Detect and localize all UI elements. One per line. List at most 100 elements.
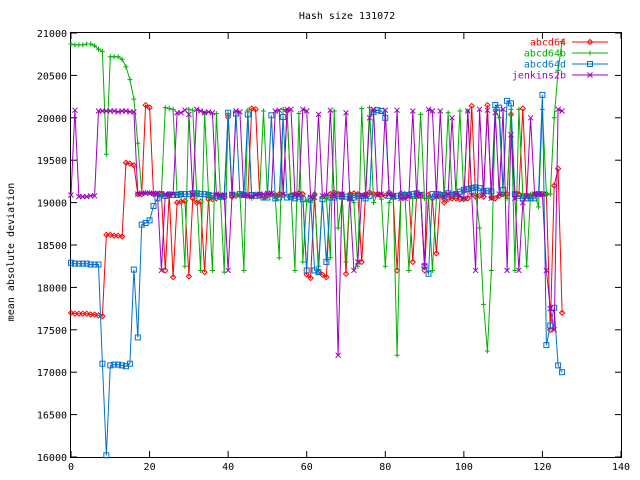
data-point-abcd64b [414, 195, 420, 201]
data-point-jenkins2b [523, 192, 530, 199]
data-point-abcd64 [114, 232, 122, 239]
chart-title: Hash size 131072 [299, 11, 395, 22]
data-point-abcd64d [476, 185, 483, 192]
data-point-jenkins2b [453, 191, 459, 197]
data-point-abcd64d [303, 267, 310, 274]
data-point-abcd64 [342, 270, 350, 278]
data-point-abcd64d [456, 188, 463, 195]
data-point-jenkins2b [91, 192, 98, 199]
data-point-abcd64d [79, 260, 86, 267]
x-tick-label: 80 [379, 462, 391, 473]
data-point-abcd64 [142, 101, 149, 109]
data-point-abcd64d [429, 191, 436, 198]
data-point-jenkins2b [488, 195, 495, 202]
data-point-jenkins2b [551, 326, 558, 333]
data-point-abcd64b [190, 107, 196, 113]
data-point-abcd64d [311, 267, 318, 274]
data-point-jenkins2b [425, 106, 432, 113]
data-point-abcd64d [527, 195, 534, 202]
y-tick-label: 18500 [37, 241, 67, 252]
data-point-jenkins2b [445, 191, 451, 197]
data-point-jenkins2b [221, 192, 228, 198]
data-point-abcd64d [107, 362, 114, 369]
legend-marker-abcd64 [586, 38, 594, 46]
data-point-abcd64 [67, 309, 75, 317]
data-point-jenkins2b [417, 191, 424, 197]
data-point-abcd64 [551, 182, 558, 189]
data-point-abcd64d [146, 217, 153, 224]
data-point-abcd64b [166, 105, 172, 111]
data-point-abcd64 [433, 250, 440, 257]
data-point-jenkins2b [339, 191, 345, 197]
data-point-abcd64d [508, 100, 514, 107]
data-point-abcd64 [118, 233, 126, 240]
data-point-jenkins2b [209, 109, 216, 116]
data-point-abcd64d [83, 260, 90, 267]
data-point-abcd64 [162, 267, 169, 274]
data-point-jenkins2b [461, 195, 467, 202]
data-point-jenkins2b [366, 114, 373, 121]
data-point-jenkins2b [354, 259, 361, 265]
data-point-jenkins2b [519, 199, 526, 206]
data-point-jenkins2b [229, 191, 235, 197]
data-point-jenkins2b [186, 111, 192, 118]
data-point-abcd64b [331, 108, 337, 114]
data-point-abcd64 [468, 102, 475, 110]
data-point-abcd64d [197, 191, 204, 198]
data-point-abcd64d [103, 452, 110, 459]
data-point-jenkins2b [225, 267, 231, 274]
data-point-jenkins2b [484, 107, 491, 114]
legend-label-abcd64d: abcd64d [524, 60, 566, 71]
data-point-jenkins2b [197, 108, 204, 114]
data-point-abcd64d [138, 221, 145, 228]
data-point-jenkins2b [68, 192, 74, 198]
data-point-abcd64d [366, 192, 373, 199]
data-point-abcd64d [500, 186, 507, 193]
x-tick-label: 100 [455, 462, 473, 473]
data-point-abcd64b [359, 105, 365, 111]
y-tick-label: 19500 [37, 156, 67, 167]
y-tick-label: 18000 [37, 283, 67, 294]
data-point-abcd64d [299, 196, 306, 203]
data-point-jenkins2b [504, 267, 510, 274]
y-tick-label: 16000 [37, 453, 67, 464]
x-tick-label: 40 [222, 462, 234, 473]
data-point-jenkins2b [378, 191, 385, 197]
data-point-jenkins2b [409, 108, 416, 114]
x-tick-label: 20 [144, 462, 156, 473]
data-point-abcd64b [198, 267, 204, 273]
legend-marker-jenkins2b [587, 72, 593, 78]
data-point-abcd64d [539, 91, 546, 98]
data-point-abcd64 [122, 159, 130, 166]
data-point-abcd64b [426, 195, 431, 201]
data-point-abcd64 [279, 191, 287, 199]
data-point-abcd64b [547, 191, 553, 197]
data-point-abcd64d [225, 109, 232, 116]
data-point-abcd64d [543, 342, 550, 349]
data-point-jenkins2b [543, 267, 550, 274]
data-point-abcd64 [248, 105, 255, 112]
data-point-abcd64d [291, 195, 298, 202]
data-point-abcd64d [484, 187, 491, 194]
data-point-jenkins2b [449, 114, 455, 121]
data-point-abcd64d [323, 258, 330, 265]
data-point-abcd64b [276, 255, 282, 261]
data-point-jenkins2b [402, 195, 408, 202]
data-point-abcd64b [182, 263, 188, 269]
data-point-abcd64 [303, 271, 310, 278]
data-point-abcd64b [280, 106, 286, 112]
data-point-jenkins2b [154, 190, 161, 197]
legend-label-jenkins2b: jenkins2b [512, 71, 566, 82]
data-point-jenkins2b [468, 192, 475, 198]
data-point-jenkins2b [394, 107, 400, 114]
data-point-abcd64d [559, 369, 566, 376]
data-point-abcd64d [71, 260, 78, 267]
data-point-jenkins2b [276, 107, 283, 114]
data-point-abcd64b [418, 111, 424, 117]
data-point-jenkins2b [413, 192, 420, 199]
data-point-abcd64d [464, 186, 471, 193]
data-point-abcd64b [261, 108, 266, 114]
data-point-abcd64 [146, 104, 153, 111]
data-point-abcd64 [201, 268, 208, 276]
